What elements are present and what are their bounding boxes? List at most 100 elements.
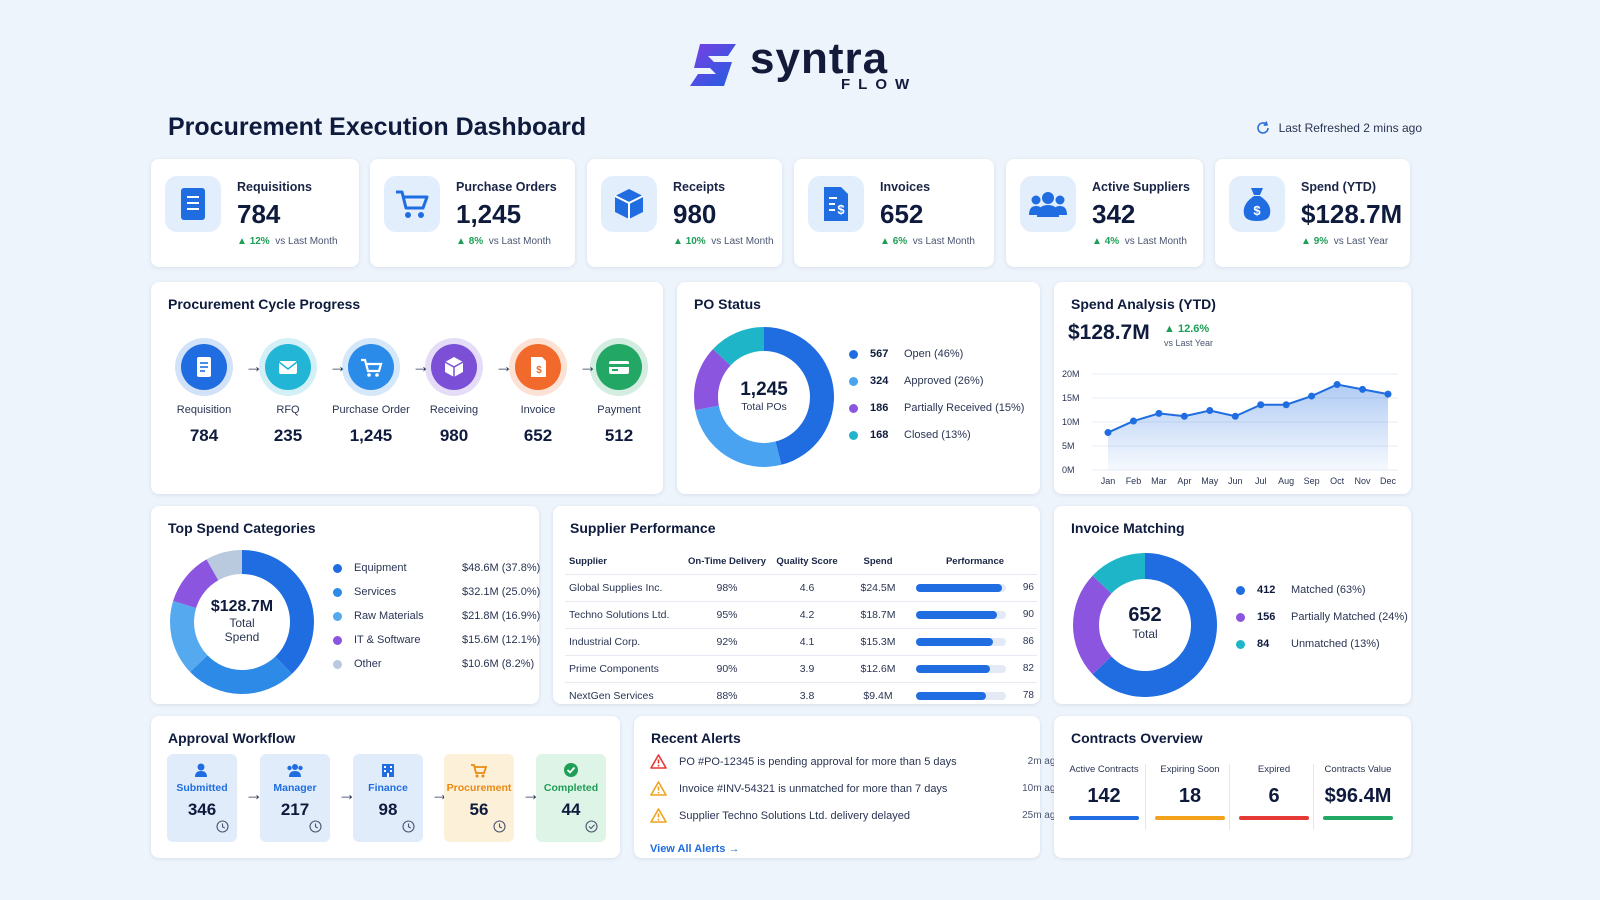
refresh-label: Last Refreshed 2 mins ago: [1278, 121, 1422, 135]
workflow-stage-manager[interactable]: Manager 217: [260, 754, 330, 842]
kpi-purchase-orders[interactable]: Purchase Orders 1,245 ▲ 8% vs Last Month: [370, 159, 575, 267]
cycle-step-invoice[interactable]: $ Invoice 652: [493, 338, 583, 446]
view-all-alerts-link[interactable]: View All Alerts →: [650, 843, 740, 855]
quality-score: 4.6: [771, 573, 843, 601]
legend-count: 168: [870, 429, 889, 441]
workflow-stage-value: 217: [280, 800, 310, 819]
table-row[interactable]: Global Supplies Inc. 98% 4.6 $24.5M 96: [565, 573, 1037, 601]
kpi-value: 980: [673, 199, 717, 229]
table-row[interactable]: NextGen Services 88% 3.8 $9.4M 78: [565, 681, 1037, 709]
check-circle-icon: [536, 762, 606, 778]
kpi-receipts[interactable]: Receipts 980 ▲ 10% vs Last Month: [587, 159, 782, 267]
donut-slice-2[interactable]: [170, 601, 208, 672]
legend-count: 84: [1257, 638, 1270, 650]
donut-slice-3[interactable]: [173, 559, 219, 609]
donut-slice-0[interactable]: [1092, 553, 1217, 697]
kpi-change: ▲ 12% vs Last Month: [237, 236, 338, 247]
contract-stat-active-contracts[interactable]: Active Contracts 142: [1062, 764, 1146, 820]
purchase-order-cart-icon: [348, 344, 394, 390]
data-point[interactable]: [1155, 409, 1163, 417]
cycle-step-label: Invoice: [520, 404, 556, 416]
clock-icon: [216, 820, 229, 838]
data-point[interactable]: [1231, 412, 1239, 420]
donut-slice-2[interactable]: [694, 349, 731, 411]
workflow-stage-finance[interactable]: Finance 98: [353, 754, 423, 842]
donut-slice-1[interactable]: [190, 655, 292, 694]
money-bag-icon: $: [1229, 176, 1285, 232]
legend-label: Open (46%): [904, 348, 964, 360]
refresh-icon: [1256, 121, 1269, 134]
y-tick-label: 0M: [1062, 465, 1075, 475]
performance-cell: 78: [913, 681, 1037, 709]
donut-slice-4[interactable]: [206, 550, 242, 581]
supplier-spend: $18.7M: [843, 600, 913, 628]
alert-item[interactable]: Invoice #INV-54321 is unmatched for more…: [650, 781, 1061, 796]
x-tick-label: Jul: [1255, 476, 1267, 486]
check-icon: [585, 820, 598, 838]
legend-label: Matched (63%): [1291, 584, 1366, 596]
spend-change: ▲ 12.6%: [1164, 323, 1210, 335]
donut-slice-2[interactable]: [1092, 553, 1145, 594]
workflow-stage-completed[interactable]: Completed 44: [536, 754, 606, 842]
kpi-requisitions[interactable]: Requisitions 784 ▲ 12% vs Last Month: [151, 159, 359, 267]
kpi-active-suppliers[interactable]: Active Suppliers 342 ▲ 4% vs Last Month: [1006, 159, 1203, 267]
data-point[interactable]: [1282, 401, 1290, 409]
data-point[interactable]: [1129, 417, 1137, 425]
arrow-right-icon: →: [412, 356, 430, 376]
data-point[interactable]: [1180, 412, 1188, 420]
quality-score: 3.9: [771, 654, 843, 682]
cycle-step-rfq[interactable]: RFQ 235: [243, 338, 333, 446]
table-row[interactable]: Industrial Corp. 92% 4.1 $15.3M 86: [565, 627, 1037, 655]
cycle-step-payment[interactable]: Payment 512: [574, 338, 664, 446]
alert-text: Supplier Techno Solutions Ltd. delivery …: [679, 809, 910, 822]
workflow-stage-value: 56: [469, 800, 489, 819]
cycle-step-requisition[interactable]: Requisition 784: [159, 338, 249, 446]
cycle-step-purchase-order[interactable]: Purchase Order 1,245: [326, 338, 416, 446]
donut-slice-1[interactable]: [695, 405, 782, 467]
y-tick-label: 5M: [1062, 441, 1075, 451]
alert-item[interactable]: PO #PO-12345 is pending approval for mor…: [650, 754, 1061, 769]
users-icon: [260, 762, 330, 778]
refresh-button[interactable]: Last Refreshed 2 mins ago: [1255, 120, 1422, 136]
data-point[interactable]: [1308, 392, 1316, 400]
data-point[interactable]: [1359, 385, 1367, 393]
donut-slice-1[interactable]: [1073, 575, 1112, 675]
box-icon: [601, 176, 657, 232]
workflow-stage-submitted[interactable]: Submitted 346: [167, 754, 237, 842]
data-point[interactable]: [1333, 381, 1341, 389]
alert-item[interactable]: Supplier Techno Solutions Ltd. delivery …: [650, 808, 1061, 823]
contracts-overview-card: Contracts Overview Active Contracts 142 Ex…: [1054, 716, 1411, 858]
kpi-spend-ytd[interactable]: $ Spend (YTD) $128.7M ▲ 9% vs Last Year: [1215, 159, 1410, 267]
table-row[interactable]: Techno Solutions Ltd. 95% 4.2 $18.7M 90: [565, 600, 1037, 628]
kpi-change: ▲ 6% vs Last Month: [880, 236, 975, 247]
contract-value: 18: [1178, 785, 1202, 807]
contract-stat-expired[interactable]: Expired 6: [1232, 764, 1316, 820]
y-tick-label: 20M: [1062, 369, 1080, 379]
cycle-step-receiving[interactable]: Receiving 980: [409, 338, 499, 446]
contract-stat-expiring-soon[interactable]: Expiring Soon 18: [1148, 764, 1232, 820]
donut-slice-3[interactable]: [712, 327, 764, 366]
data-point[interactable]: [1257, 401, 1265, 409]
kpi-invoices[interactable]: $ Invoices 652 ▲ 6% vs Last Month: [794, 159, 994, 267]
workflow-stage-procurement[interactable]: Procurement 56: [444, 754, 514, 842]
legend-dot: [1236, 639, 1245, 649]
contract-stat-contracts-value[interactable]: Contracts Value $96.4M: [1316, 764, 1400, 820]
data-point[interactable]: [1104, 429, 1112, 437]
svg-text:$: $: [1253, 203, 1261, 218]
data-point[interactable]: [1384, 390, 1392, 398]
donut-slice-0[interactable]: [764, 327, 835, 465]
table-row[interactable]: Prime Components 90% 3.9 $12.6M 82: [565, 654, 1037, 682]
data-point[interactable]: [1206, 406, 1214, 414]
legend-label: Raw Materials: [354, 610, 424, 622]
workflow-stage-label: Completed: [543, 782, 599, 794]
contract-label: Active Contracts: [1069, 764, 1139, 775]
po-legend-item: 186 Partially Received (15%): [849, 402, 1024, 414]
x-tick-label: Nov: [1355, 476, 1372, 486]
workflow-stage-value: 98: [378, 800, 398, 819]
arrow-right-icon: →: [329, 356, 347, 376]
cycle-step-label: Payment: [597, 404, 641, 416]
donut-slice-0[interactable]: [242, 550, 314, 674]
legend-label: Services: [354, 586, 397, 598]
table-header-row: Supplier On-Time Delivery Quality Score …: [565, 550, 1037, 574]
card-title: Top Spend Categories: [168, 520, 316, 536]
